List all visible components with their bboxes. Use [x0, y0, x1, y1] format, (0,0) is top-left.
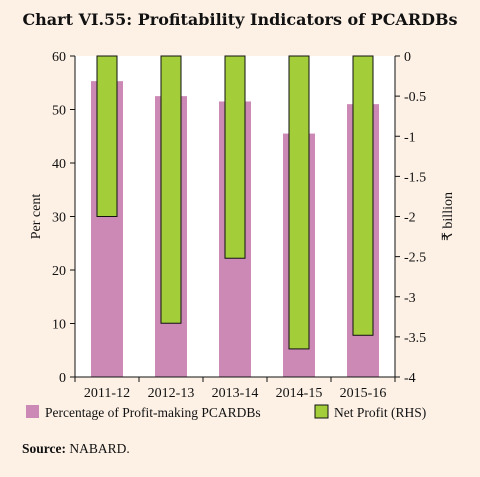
y-tick-label-right: -0.5 — [404, 90, 426, 105]
legend-label-net-profit: Net Profit (RHS) — [334, 405, 426, 420]
x-tick-label: 2012-13 — [148, 386, 195, 401]
y-tick-label-right: -4 — [404, 371, 416, 386]
legend-label-profit-making: Percentage of Profit-making PCARDBs — [45, 405, 261, 420]
y-axis-title-right: ₹ billion — [441, 192, 456, 241]
y-tick-label-right: -1 — [404, 130, 416, 145]
x-tick-label: 2011-12 — [84, 386, 130, 401]
source-note: Source: NABARD. — [22, 441, 130, 457]
y-tick-label-left: 20 — [52, 264, 66, 279]
y-tick-label-right: 0 — [404, 50, 411, 65]
y-axis-title-left: Per cent — [29, 194, 44, 240]
source-text: NABARD. — [69, 441, 130, 456]
chart-title: Chart VI.55: Profitability Indicators of… — [22, 10, 458, 29]
y-tick-label-left: 30 — [52, 211, 66, 226]
y-tick-label-right: -2 — [404, 211, 416, 226]
legend-swatch-profit-making — [26, 405, 39, 418]
bar-net-profit-2014-15 — [288, 55, 310, 350]
x-tick-label: 2013-14 — [212, 386, 259, 401]
y-tick-label-left: 0 — [59, 371, 66, 386]
y-tick-label-left: 40 — [52, 157, 66, 172]
y-tick-label-right: -3.5 — [404, 331, 426, 346]
source-label: Source: — [22, 441, 66, 456]
y-tick-label-left: 50 — [52, 104, 66, 119]
y-tick-label-right: -2.5 — [404, 251, 426, 266]
y-tick-label-right: -3 — [404, 291, 416, 306]
legend-swatch-net-profit — [314, 404, 329, 419]
x-tick-label: 2015-16 — [340, 386, 387, 401]
y-tick-label-left: 60 — [52, 50, 66, 65]
y-tick-label-left: 10 — [52, 318, 66, 333]
bar-net-profit-2012-13 — [160, 55, 182, 324]
bar-net-profit-2013-14 — [224, 55, 246, 259]
y-tick-label-right: -1.5 — [404, 170, 426, 185]
bar-net-profit-2011-12 — [96, 55, 118, 217]
x-tick-label: 2014-15 — [276, 386, 323, 401]
bar-net-profit-2015-16 — [352, 55, 374, 336]
